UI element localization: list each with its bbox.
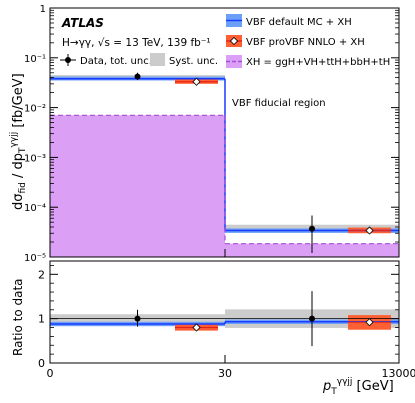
y-axis-label-ratio: Ratio to data — [11, 278, 25, 356]
legend-label-data: Data, tot. unc. — [80, 56, 152, 67]
legend-label-syst: Syst. unc. — [169, 56, 218, 67]
legend-label-vbf-provbf: VBF proVBF NNLO + XH — [246, 37, 365, 48]
ratio-axes: 0 30 13000 0 1 2 — [38, 265, 415, 380]
legend-label-xh: XH = ggH+VH+ttH+bbH+tH — [246, 57, 390, 68]
y-tick-label-ratio: 1 — [38, 313, 45, 326]
ratio-data-point-bin2 — [309, 315, 315, 322]
legend-entry-vbf-default: VBF default MC + XH — [226, 14, 352, 28]
y-tick-label-main: 1 — [40, 4, 46, 15]
legend-entry-vbf-provbf: VBF proVBF NNLO + XH — [226, 35, 365, 48]
legend-entry-xh: XH = ggH+VH+ttH+bbH+tH — [226, 55, 390, 68]
region-label: VBF fiducial region — [232, 98, 326, 109]
main-data-points — [134, 72, 374, 254]
x-tick-label: 0 — [47, 367, 54, 380]
main-panel: 10⁻⁵ 10⁻⁴ 10⁻³ 10⁻² 10⁻¹ 1 — [24, 4, 400, 264]
x-tick-label: 13000 — [382, 367, 415, 380]
legend-label-vbf-default: VBF default MC + XH — [246, 17, 352, 28]
ratio-data-points — [134, 291, 374, 347]
ratio-data-point-bin1 — [134, 315, 141, 322]
x-axis-label: pTγγjj [GeV] — [322, 377, 394, 397]
y-axis-label-main: dσfid / dpTγγjj [fb/GeV] — [9, 73, 28, 210]
xh-area-bin1 — [50, 115, 225, 257]
y-tick-label-main: 10⁻⁵ — [24, 253, 46, 264]
x-tick-label: 30 — [218, 367, 232, 380]
data-point-bin2 — [309, 225, 315, 232]
ratio-bands — [50, 309, 399, 331]
experiment-label: ATLAS — [61, 16, 104, 30]
process-label: H→γγ, √s = 13 TeV, 139 fb⁻¹ — [62, 37, 211, 49]
main-axes: 10⁻⁵ 10⁻⁴ 10⁻³ 10⁻² 10⁻¹ 1 — [24, 4, 400, 264]
vbf-provbf-marker-bin2 — [365, 226, 374, 235]
y-tick-label-ratio: 2 — [38, 268, 45, 281]
legend-marker-vbf-provbf — [229, 36, 239, 46]
vbf-provbf-marker-bin1 — [192, 77, 201, 86]
ratio-panel: 0 30 13000 0 1 2 — [38, 260, 415, 380]
legend: VBF default MC + XH VBF proVBF NNLO + XH… — [60, 14, 390, 68]
legend-entry-data: Data, tot. unc. — [60, 54, 152, 67]
y-tick-label-main: 10⁻¹ — [24, 54, 46, 65]
y-tick-label-main: 10⁻³ — [24, 153, 46, 164]
main-bands — [50, 75, 399, 257]
data-point-bin1 — [134, 73, 141, 80]
ratio-vbf-provbf-marker-bin1 — [192, 323, 201, 332]
y-tick-label-main: 10⁻⁴ — [24, 203, 46, 214]
y-tick-label-main: 10⁻² — [24, 104, 46, 115]
legend-marker-data — [65, 57, 71, 63]
legend-entry-syst: Syst. unc. — [150, 53, 218, 67]
y-tick-label-ratio: 0 — [38, 357, 45, 370]
ratio-vbf-provbf-marker-bin2 — [365, 318, 374, 327]
legend-swatch-syst — [150, 53, 165, 66]
